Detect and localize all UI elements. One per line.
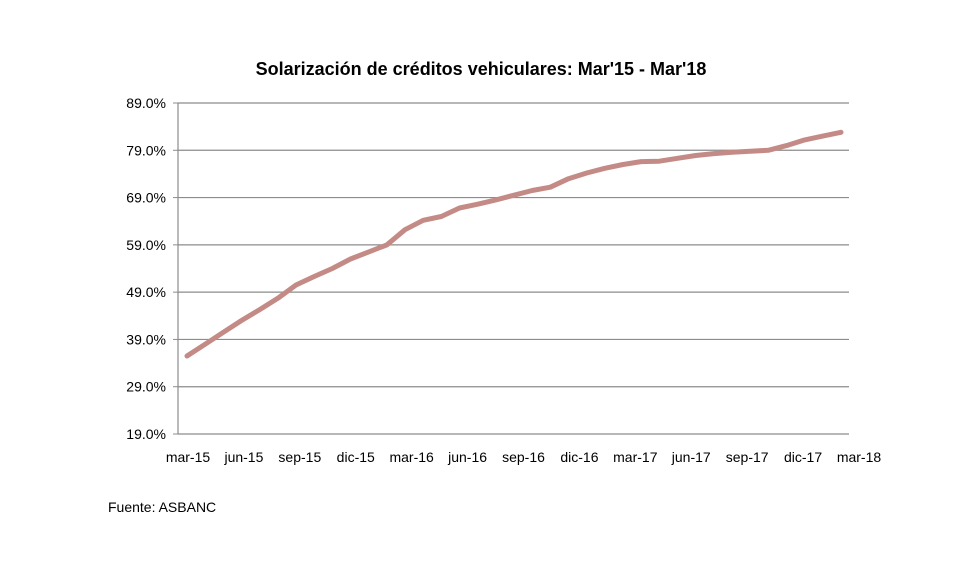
x-tick-labels: mar-15 jun-15 sep-15 dic-15 mar-16 jun-16 sep-… — [166, 449, 882, 465]
x-tick-label: mar-18 — [837, 449, 882, 465]
y-tick-label: 19.0% — [126, 426, 166, 442]
series-line — [184, 129, 844, 359]
x-tick-label: mar-17 — [613, 449, 658, 465]
x-tick-label: sep-15 — [278, 449, 321, 465]
x-tick-label: jun-15 — [223, 449, 263, 465]
x-tick-label: dic-15 — [337, 449, 375, 465]
y-tick-label: 49.0% — [126, 284, 166, 300]
x-tick-label: sep-17 — [726, 449, 769, 465]
series-layer — [184, 129, 844, 359]
y-tick-label: 79.0% — [126, 142, 166, 158]
y-tick-label: 69.0% — [126, 190, 166, 206]
x-tick-label: dic-16 — [560, 449, 598, 465]
y-tick-label: 39.0% — [126, 331, 166, 347]
x-tick-label: dic-17 — [784, 449, 822, 465]
y-tick-labels: 89.0% 79.0% 69.0% 59.0% 49.0% 39.0% 29.0% 19.0% — [126, 95, 166, 442]
x-tick-label: sep-16 — [502, 449, 545, 465]
axes — [173, 102, 849, 435]
x-tick-label: jun-16 — [447, 449, 487, 465]
x-tick-label: mar-15 — [166, 449, 211, 465]
source-note: Fuente: ASBANC — [108, 499, 216, 515]
y-tick-label: 29.0% — [126, 379, 166, 395]
gridlines — [178, 102, 849, 388]
y-tick-label: 59.0% — [126, 237, 166, 253]
chart-title: Solarización de créditos vehiculares: Ma… — [256, 59, 707, 79]
x-tick-label: mar-16 — [389, 449, 434, 465]
x-tick-label: jun-17 — [671, 449, 711, 465]
y-tick-label: 89.0% — [126, 95, 166, 111]
